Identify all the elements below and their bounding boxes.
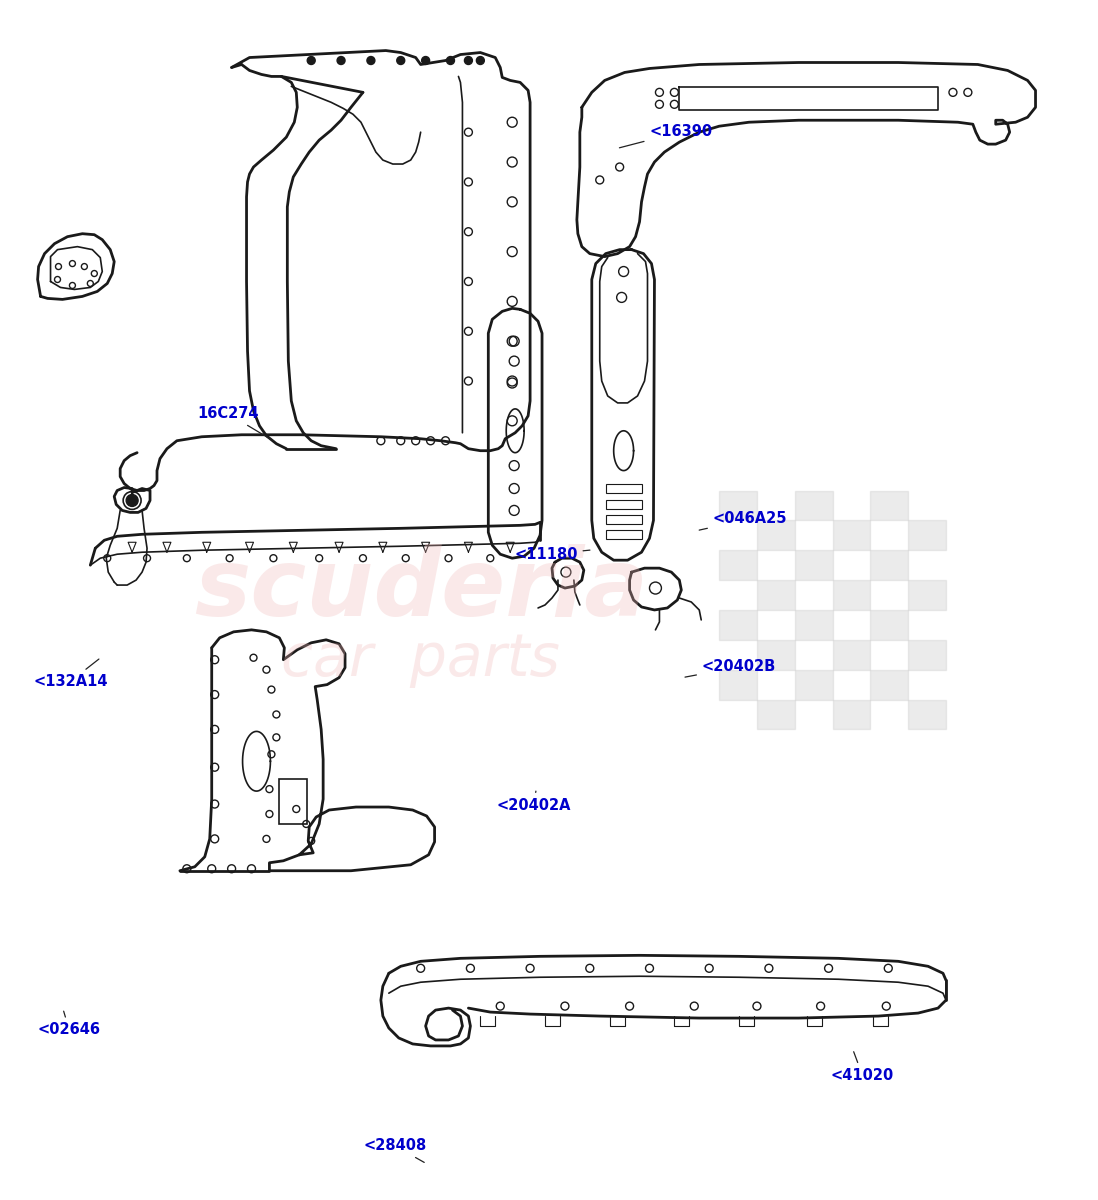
Bar [832, 700, 871, 730]
Text: <16390: <16390 [619, 125, 713, 148]
Bar [719, 491, 757, 521]
Text: <20402B: <20402B [685, 659, 776, 677]
Circle shape [337, 56, 345, 65]
Bar [719, 670, 757, 700]
Circle shape [464, 56, 472, 65]
Circle shape [126, 494, 138, 506]
Text: <41020: <41020 [831, 1051, 894, 1082]
Text: <132A14: <132A14 [33, 659, 108, 689]
Bar [757, 580, 795, 610]
Circle shape [447, 56, 455, 65]
Bar [795, 491, 832, 521]
Bar [871, 551, 908, 580]
Bar [795, 670, 832, 700]
Bar [795, 610, 832, 640]
Bar [908, 521, 946, 551]
Text: <20402A: <20402A [496, 791, 571, 812]
Bar [908, 700, 946, 730]
Bar [832, 521, 871, 551]
Circle shape [307, 56, 315, 65]
Circle shape [396, 56, 405, 65]
Bar [719, 551, 757, 580]
Circle shape [367, 56, 374, 65]
Bar [719, 610, 757, 640]
Circle shape [422, 56, 429, 65]
Text: 16C274: 16C274 [198, 406, 273, 440]
Text: <046A25: <046A25 [699, 511, 787, 530]
Bar [908, 580, 946, 610]
Bar [279, 779, 307, 824]
Bar [832, 580, 871, 610]
Bar [871, 670, 908, 700]
Bar [871, 610, 908, 640]
Text: <11180: <11180 [514, 547, 590, 562]
Bar [757, 700, 795, 730]
Text: car  parts: car parts [281, 631, 560, 689]
Circle shape [477, 56, 484, 65]
Text: scuderia: scuderia [193, 544, 648, 636]
Bar [757, 521, 795, 551]
Text: <02646: <02646 [37, 1012, 101, 1038]
Text: <28408: <28408 [363, 1139, 426, 1163]
Bar [757, 640, 795, 670]
Bar [832, 640, 871, 670]
Bar [908, 640, 946, 670]
Bar [795, 551, 832, 580]
Bar [871, 491, 908, 521]
